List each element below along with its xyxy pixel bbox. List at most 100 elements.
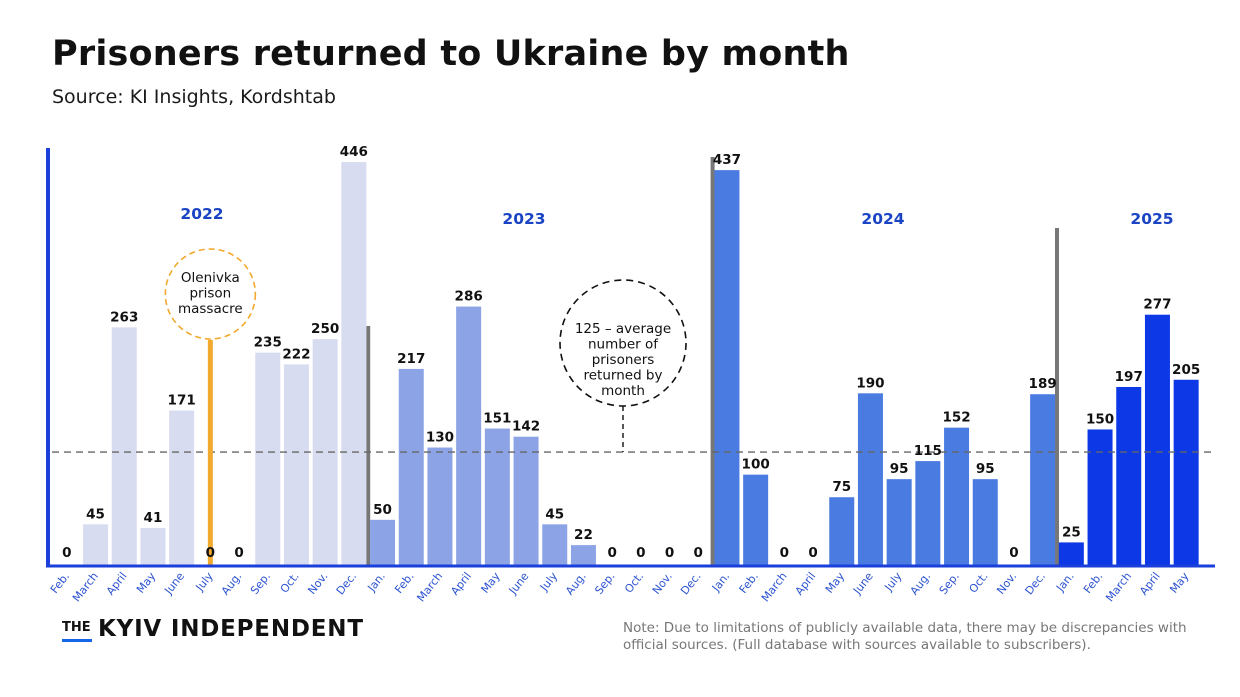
bar — [169, 410, 195, 565]
year-label: 2022 — [180, 205, 223, 223]
bar — [886, 479, 912, 565]
value-label: 250 — [311, 321, 339, 337]
bar — [944, 427, 970, 565]
tick-label: Feb. — [392, 570, 416, 596]
value-label: 277 — [1143, 297, 1171, 313]
bar — [513, 436, 539, 565]
tick-label: July — [193, 569, 216, 594]
value-label: 0 — [607, 545, 616, 561]
average-label: 125 – average — [575, 321, 671, 337]
tick-label: Oct. — [278, 570, 302, 596]
bar — [1116, 386, 1142, 565]
bar — [111, 327, 137, 565]
year-label: 2024 — [861, 210, 904, 228]
value-label: 189 — [1029, 376, 1057, 392]
tick-label: Dec. — [334, 570, 360, 598]
tick-label: Dec. — [678, 570, 704, 598]
chart-subtitle: Source: KI Insights, Kordshtab — [52, 86, 336, 108]
tick-label: Nov. — [305, 570, 330, 597]
tick-label: Jan. — [709, 570, 732, 595]
chart-title: Prisoners returned to Ukraine by month — [52, 34, 850, 74]
tick-label: Nov. — [650, 570, 675, 597]
bar — [915, 461, 941, 565]
tick-label: Feb. — [737, 570, 761, 596]
value-label: 0 — [808, 545, 817, 561]
bar — [857, 393, 883, 565]
value-label: 437 — [713, 152, 741, 168]
value-label: 0 — [636, 545, 645, 561]
value-label: 130 — [426, 430, 454, 446]
bar — [456, 306, 482, 565]
tick-label: Dec. — [1023, 570, 1049, 598]
average-label: prisoners — [592, 352, 655, 368]
value-label: 45 — [86, 506, 105, 522]
value-label: 75 — [832, 479, 851, 495]
tick-label: March — [1103, 570, 1134, 604]
bar — [341, 162, 367, 565]
tick-label: Jan. — [364, 570, 387, 595]
value-label: 0 — [1009, 545, 1018, 561]
bar — [283, 364, 309, 565]
event-label: prison — [189, 286, 231, 302]
value-label: 151 — [483, 411, 511, 427]
value-label: 50 — [373, 502, 392, 518]
bar — [83, 524, 109, 565]
tick-label: April — [1137, 570, 1163, 598]
brand-prefix: THE — [62, 620, 91, 635]
tick-label: July — [537, 569, 560, 594]
bar — [542, 524, 568, 565]
value-label: 95 — [976, 461, 995, 477]
value-label: 0 — [665, 545, 674, 561]
tick-label: Nov. — [994, 570, 1019, 597]
value-label: 0 — [234, 545, 243, 561]
bar — [1030, 394, 1056, 565]
bar — [714, 170, 740, 565]
tick-label: Oct. — [622, 570, 646, 596]
value-label: 0 — [206, 545, 215, 561]
tick-label: Feb. — [48, 570, 72, 596]
bar — [743, 474, 769, 565]
bar — [140, 527, 166, 565]
bar — [1144, 314, 1170, 565]
tick-label: June — [506, 570, 532, 598]
value-label: 115 — [914, 443, 942, 459]
tick-label: Sep. — [248, 570, 273, 597]
value-label: 45 — [545, 506, 564, 522]
bar — [255, 352, 281, 565]
value-label: 235 — [254, 335, 282, 351]
value-label: 41 — [144, 510, 163, 526]
tick-label: May — [478, 569, 503, 595]
value-label: 286 — [455, 289, 483, 305]
bar — [370, 519, 396, 565]
brand-underline — [62, 639, 92, 642]
bar — [1058, 542, 1084, 565]
bar — [570, 545, 596, 565]
tick-label: March — [70, 570, 101, 604]
tick-label: April — [104, 570, 130, 598]
tick-label: April — [448, 570, 474, 598]
value-label: 217 — [397, 351, 425, 367]
tick-label: May — [1167, 569, 1192, 595]
tick-label: Sep. — [937, 570, 962, 597]
tick-label: Aug. — [908, 570, 934, 598]
value-label: 152 — [942, 410, 970, 426]
tick-label: May — [134, 569, 159, 595]
value-label: 142 — [512, 419, 540, 435]
value-label: 0 — [694, 545, 703, 561]
year-label: 2023 — [502, 210, 545, 228]
tick-label: Aug. — [563, 570, 589, 598]
tick-label: Feb. — [1081, 570, 1105, 596]
tick-label: July — [881, 569, 904, 594]
tick-label: June — [161, 570, 187, 598]
bar — [1087, 429, 1113, 565]
tick-label: Aug. — [219, 570, 245, 598]
value-label: 0 — [780, 545, 789, 561]
tick-label: March — [759, 570, 790, 604]
value-label: 95 — [890, 461, 909, 477]
bar — [1173, 379, 1199, 565]
value-label: 100 — [742, 457, 770, 473]
value-label: 171 — [168, 392, 196, 408]
bar — [972, 479, 998, 565]
bar — [829, 497, 855, 565]
value-label: 263 — [110, 309, 138, 325]
